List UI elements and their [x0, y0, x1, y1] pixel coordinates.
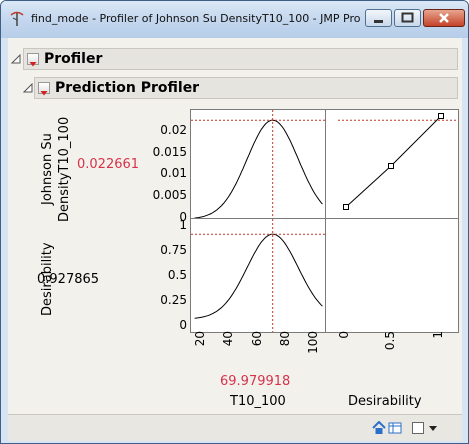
factor-x-tick-label: 40 — [221, 331, 236, 347]
response-y-tick-label: 0.015 — [152, 144, 187, 159]
desirability-axis-label: Desirability — [348, 394, 422, 409]
maximize-icon — [401, 12, 414, 23]
minimize-icon — [374, 20, 383, 23]
factor-x-tick-label: 100 — [306, 331, 321, 354]
response-y-tick-label: 0.02 — [160, 122, 187, 137]
desirability-y-tick-label: 0 — [179, 318, 187, 332]
desirability-profile-curve — [194, 233, 323, 319]
desirability-x-tick-label: 0 — [337, 331, 351, 339]
collapse-triangle-icon[interactable] — [11, 54, 21, 64]
desirability-function-line — [345, 115, 442, 208]
desirability-y-tick-label: 1 — [179, 218, 187, 232]
jmp-app-icon — [10, 11, 24, 26]
response-y-tick-label: 0.005 — [152, 188, 187, 203]
report-area: Profiler Prediction Profiler Johnson Su … — [8, 38, 462, 414]
response-curve-svg[interactable] — [191, 110, 326, 219]
dropdown-arrow-icon[interactable] — [428, 423, 438, 433]
response-label-line2: DensityT10_100 — [57, 116, 72, 222]
maximize-button[interactable] — [394, 9, 421, 27]
desirability-curve-svg[interactable] — [191, 219, 326, 332]
desirability-profile-plot[interactable] — [190, 218, 327, 333]
window-title: find_mode - Profiler of Johnson Su Densi… — [31, 12, 361, 25]
checkbox-icon[interactable] — [411, 421, 425, 435]
title-bar[interactable]: find_mode - Profiler of Johnson Su Densi… — [1, 1, 468, 38]
factor-current-value[interactable]: 69.979918 — [220, 374, 291, 389]
response-desirability-plot[interactable] — [325, 109, 459, 220]
close-button[interactable] — [423, 9, 465, 27]
profiler-label: Profiler — [44, 51, 103, 67]
red-triangle-icon — [40, 91, 48, 96]
desirability-y-tick-label: 0.75 — [160, 243, 187, 257]
desirability-handle — [438, 113, 444, 119]
response-current-value: 0.022661 — [77, 157, 140, 172]
response-label-line1: Johnson Su — [40, 133, 55, 205]
close-icon — [439, 13, 449, 23]
home-icon[interactable] — [372, 421, 386, 435]
response-y-tick-label: 0.01 — [160, 166, 187, 181]
desirability-x-tick-label: 1 — [431, 331, 445, 339]
response-y-tick-label: 0 — [179, 210, 187, 224]
factor-x-tick-label: 60 — [249, 331, 264, 347]
desirability-function-svg[interactable] — [326, 110, 458, 219]
response-profile-plot[interactable] — [190, 109, 327, 220]
empty-corner-plot — [325, 218, 459, 333]
status-bar — [8, 414, 462, 441]
prediction-profiler-label: Prediction Profiler — [55, 80, 200, 96]
profiler-menu-button[interactable] — [27, 53, 39, 67]
collapse-triangle-icon[interactable] — [23, 83, 33, 93]
desirability-handle — [343, 204, 349, 210]
desirability-x-tick-label: 0.5 — [383, 331, 397, 351]
table-icon[interactable] — [388, 421, 402, 435]
desirability-y-tick-label: 0.5 — [167, 268, 187, 282]
desirability-handle — [388, 163, 394, 169]
red-triangle-icon — [29, 62, 37, 67]
prediction-profiler-outline-header[interactable]: Prediction Profiler — [34, 77, 458, 99]
response-density-curve — [194, 119, 323, 219]
factor-x-tick-label: 20 — [192, 331, 207, 347]
desirability-current-value: 0.927865 — [37, 272, 100, 287]
factor-x-tick-label: 80 — [277, 331, 292, 347]
desirability-y-tick-label: 0.25 — [160, 293, 187, 307]
minimize-button[interactable] — [365, 9, 392, 27]
factor-label: T10_100 — [230, 394, 286, 409]
profiler-outline-header[interactable]: Profiler — [23, 48, 458, 70]
prediction-profiler-menu-button[interactable] — [38, 82, 50, 96]
